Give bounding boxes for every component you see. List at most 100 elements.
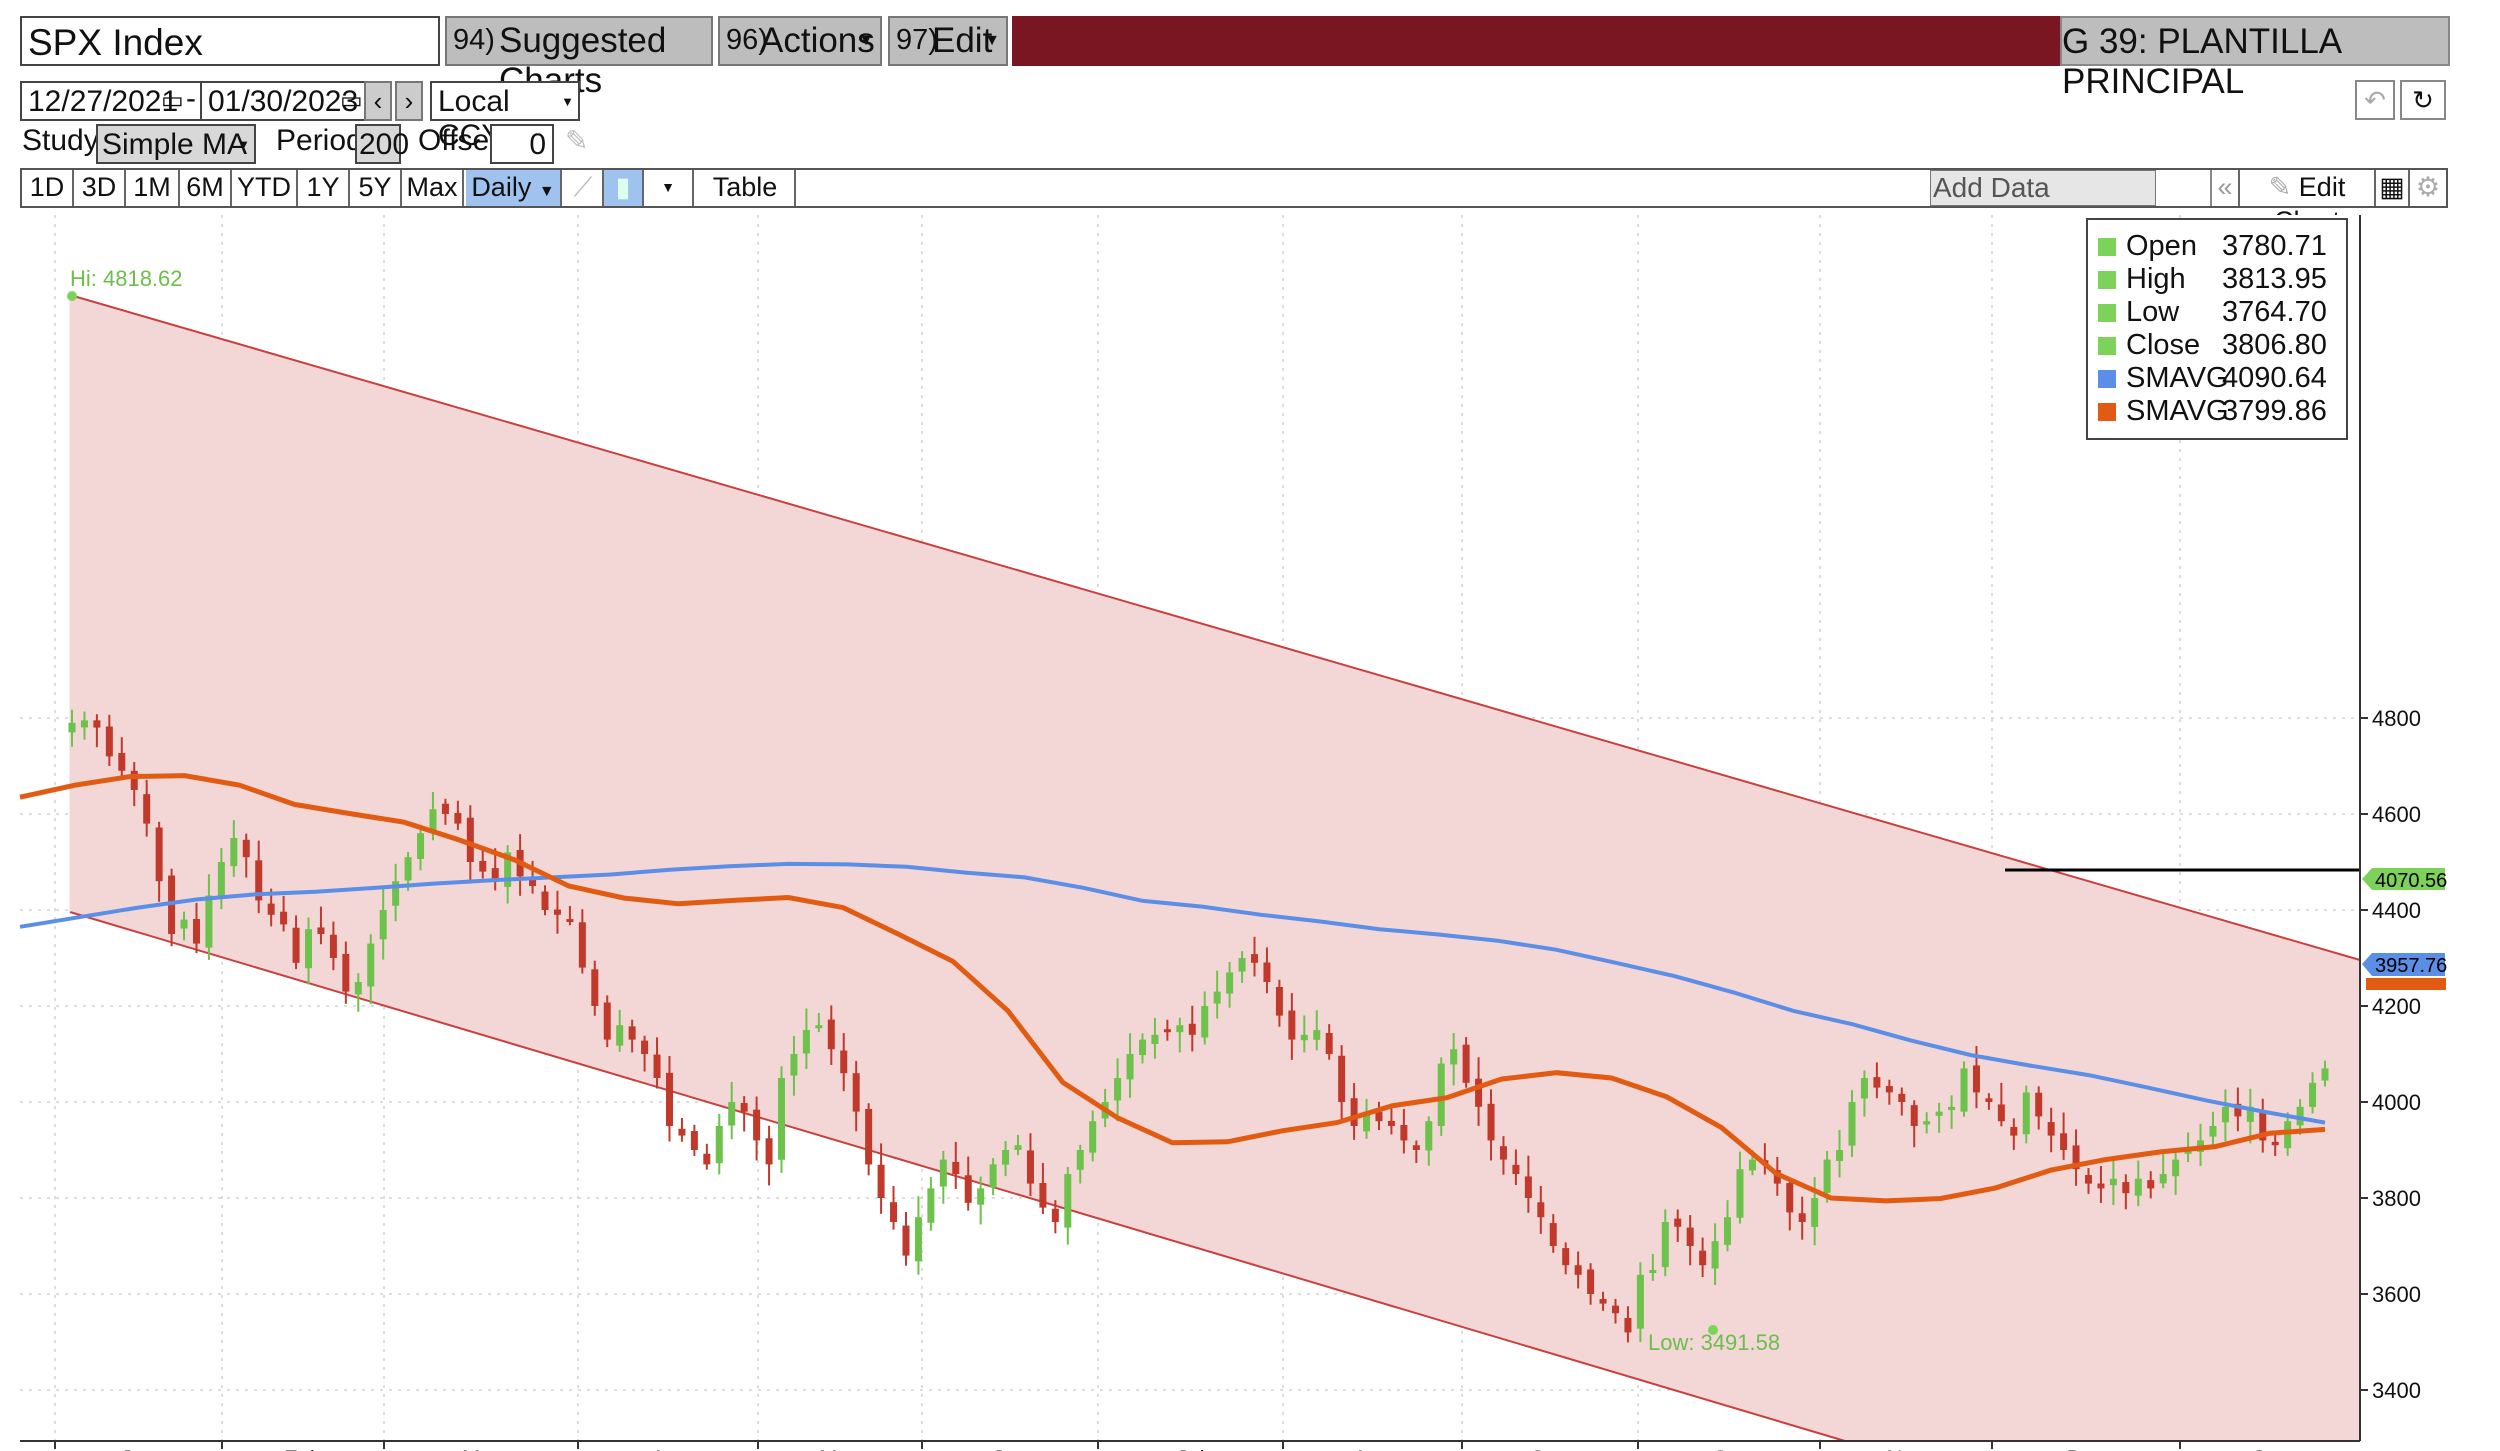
candle-body	[541, 891, 549, 910]
candle-body	[280, 911, 288, 925]
price-chart: Hi: 4818.62 Low: 3491.58 3400 3600 3800 400…	[19, 215, 2447, 1451]
candle-body	[367, 943, 375, 987]
sma-blue-line	[19, 861, 2326, 1125]
next-period-button[interactable]: ›	[395, 81, 423, 121]
actions-num: 96)	[726, 24, 768, 56]
tab-1m[interactable]: 1M	[126, 170, 180, 206]
candle-body	[130, 770, 138, 790]
calendar-icon[interactable]: ▭	[161, 87, 184, 114]
y-tick-label: 4400	[2372, 898, 2421, 923]
candle-body	[877, 1164, 885, 1198]
end-date-field[interactable]: 01/30/2023	[200, 81, 370, 121]
x-tick-label: Jan	[2252, 1446, 2287, 1451]
tab-max[interactable]: Max	[402, 170, 464, 206]
legend-value: 4090.64	[2222, 362, 2327, 394]
candle-body	[2010, 1126, 2018, 1136]
candle-body	[354, 982, 362, 995]
suggested-charts-button[interactable]: 94) Suggested Charts	[445, 16, 713, 100]
collapse-icon[interactable]: «	[2210, 170, 2240, 206]
start-date-text: 12/27/2021	[28, 85, 179, 118]
pencil-icon[interactable]: ✎	[565, 125, 589, 156]
candle-body	[1736, 1169, 1744, 1218]
candle-body	[1537, 1202, 1545, 1218]
hi-marker	[67, 291, 77, 301]
candle-body	[1275, 986, 1283, 1016]
refresh-button[interactable]: ↻	[2400, 80, 2446, 120]
candle-body	[653, 1054, 661, 1078]
edit-chart-button[interactable]: ✎ Edit Chart	[2240, 170, 2376, 236]
candle-body	[267, 903, 275, 915]
tab-6m[interactable]: 6M	[180, 170, 232, 206]
offset-field[interactable]: 0	[490, 124, 554, 164]
legend-swatch	[2098, 304, 2116, 323]
candle-body	[1848, 1102, 1856, 1146]
undo-button[interactable]: ↶	[2355, 80, 2395, 120]
table-button[interactable]: Table	[696, 170, 796, 206]
top-toolbar: SPX Index 94) Suggested Charts 96) Actio…	[0, 0, 2500, 101]
ticker-field[interactable]: SPX Index	[20, 16, 440, 66]
candle-body	[1400, 1124, 1408, 1141]
frequency-select[interactable]: Daily ▼	[466, 170, 562, 206]
add-data-input[interactable]: Add Data	[1930, 170, 2156, 206]
calendar-icon[interactable]: ▭	[340, 87, 363, 114]
start-date-field[interactable]: 12/27/2021	[20, 81, 202, 121]
tab-1y[interactable]: 1Y	[298, 170, 350, 206]
range-tab-bar	[20, 168, 2448, 208]
candle-body	[1412, 1145, 1420, 1150]
frequency-chevron-icon: ▼	[538, 183, 555, 200]
candle-body	[1786, 1183, 1794, 1213]
candle-body	[1524, 1176, 1532, 1198]
candle-body	[2209, 1126, 2217, 1137]
edit-num: 97)	[896, 24, 938, 56]
currency-select[interactable]: Local CCY ▼	[430, 81, 580, 152]
legend-label: SMAVG	[2126, 395, 2229, 427]
frequency-text: Daily	[471, 172, 532, 202]
candle-body	[1437, 1063, 1445, 1127]
candle-body	[93, 720, 101, 728]
legend-low: Low 3764.70	[2098, 296, 2327, 329]
chart-type-dropdown-icon[interactable]: ▼	[644, 170, 694, 206]
candle-body	[1425, 1121, 1433, 1151]
candle-body	[977, 1188, 985, 1205]
candle-body	[317, 927, 325, 934]
legend-sma-orange: SMAVG3799.86	[2098, 395, 2327, 428]
study-select[interactable]: Simple MA ▼	[96, 124, 256, 164]
candle-body	[1201, 1006, 1209, 1038]
candle-body	[1748, 1159, 1756, 1171]
gear-icon[interactable]: ⚙	[2415, 172, 2441, 202]
candle-body	[1674, 1218, 1682, 1227]
line-chart-icon[interactable]: ⟋	[564, 170, 604, 206]
candle-body	[1051, 1208, 1059, 1222]
tab-ytd[interactable]: YTD	[232, 170, 298, 206]
channel-upper-line	[69, 294, 2361, 961]
candle-body	[1313, 1030, 1321, 1040]
candle-body	[491, 868, 499, 882]
candle-body	[118, 753, 126, 771]
tab-5y[interactable]: 5Y	[350, 170, 402, 206]
candle-body	[1512, 1164, 1520, 1174]
candle-body	[2184, 1150, 2192, 1154]
edit-button[interactable]: 97) Edit ▼	[888, 16, 1008, 66]
legend-value: 3764.70	[2222, 296, 2327, 328]
candle-body	[205, 895, 213, 948]
candle-body	[1823, 1159, 1831, 1193]
candle-body	[964, 1175, 972, 1203]
edit-pencil-icon: ✎	[2268, 172, 2292, 202]
candle-body	[2296, 1106, 2304, 1126]
tab-1d[interactable]: 1D	[22, 170, 74, 206]
period-field[interactable]: 200	[355, 124, 409, 164]
candle-body	[504, 852, 512, 887]
template-button[interactable]: G 39: PLANTILLA PRINCIPAL	[2060, 16, 2450, 101]
prev-period-button[interactable]: ‹	[364, 81, 392, 121]
candle-body	[2221, 1106, 2229, 1123]
bar-chart-icon[interactable]: ▮	[604, 170, 644, 206]
x-tick-label: Oct	[1712, 1446, 1746, 1451]
study-chevron-icon: ▼	[237, 137, 250, 152]
candle-body	[765, 1138, 773, 1165]
chart-settings-icon[interactable]: ▦	[2376, 170, 2410, 206]
candle-body	[1661, 1222, 1669, 1268]
candles	[68, 709, 2329, 1343]
tab-3d[interactable]: 3D	[74, 170, 126, 206]
suggested-charts-num: 94)	[453, 24, 495, 56]
actions-button[interactable]: 96) Actions ▼	[718, 16, 882, 66]
